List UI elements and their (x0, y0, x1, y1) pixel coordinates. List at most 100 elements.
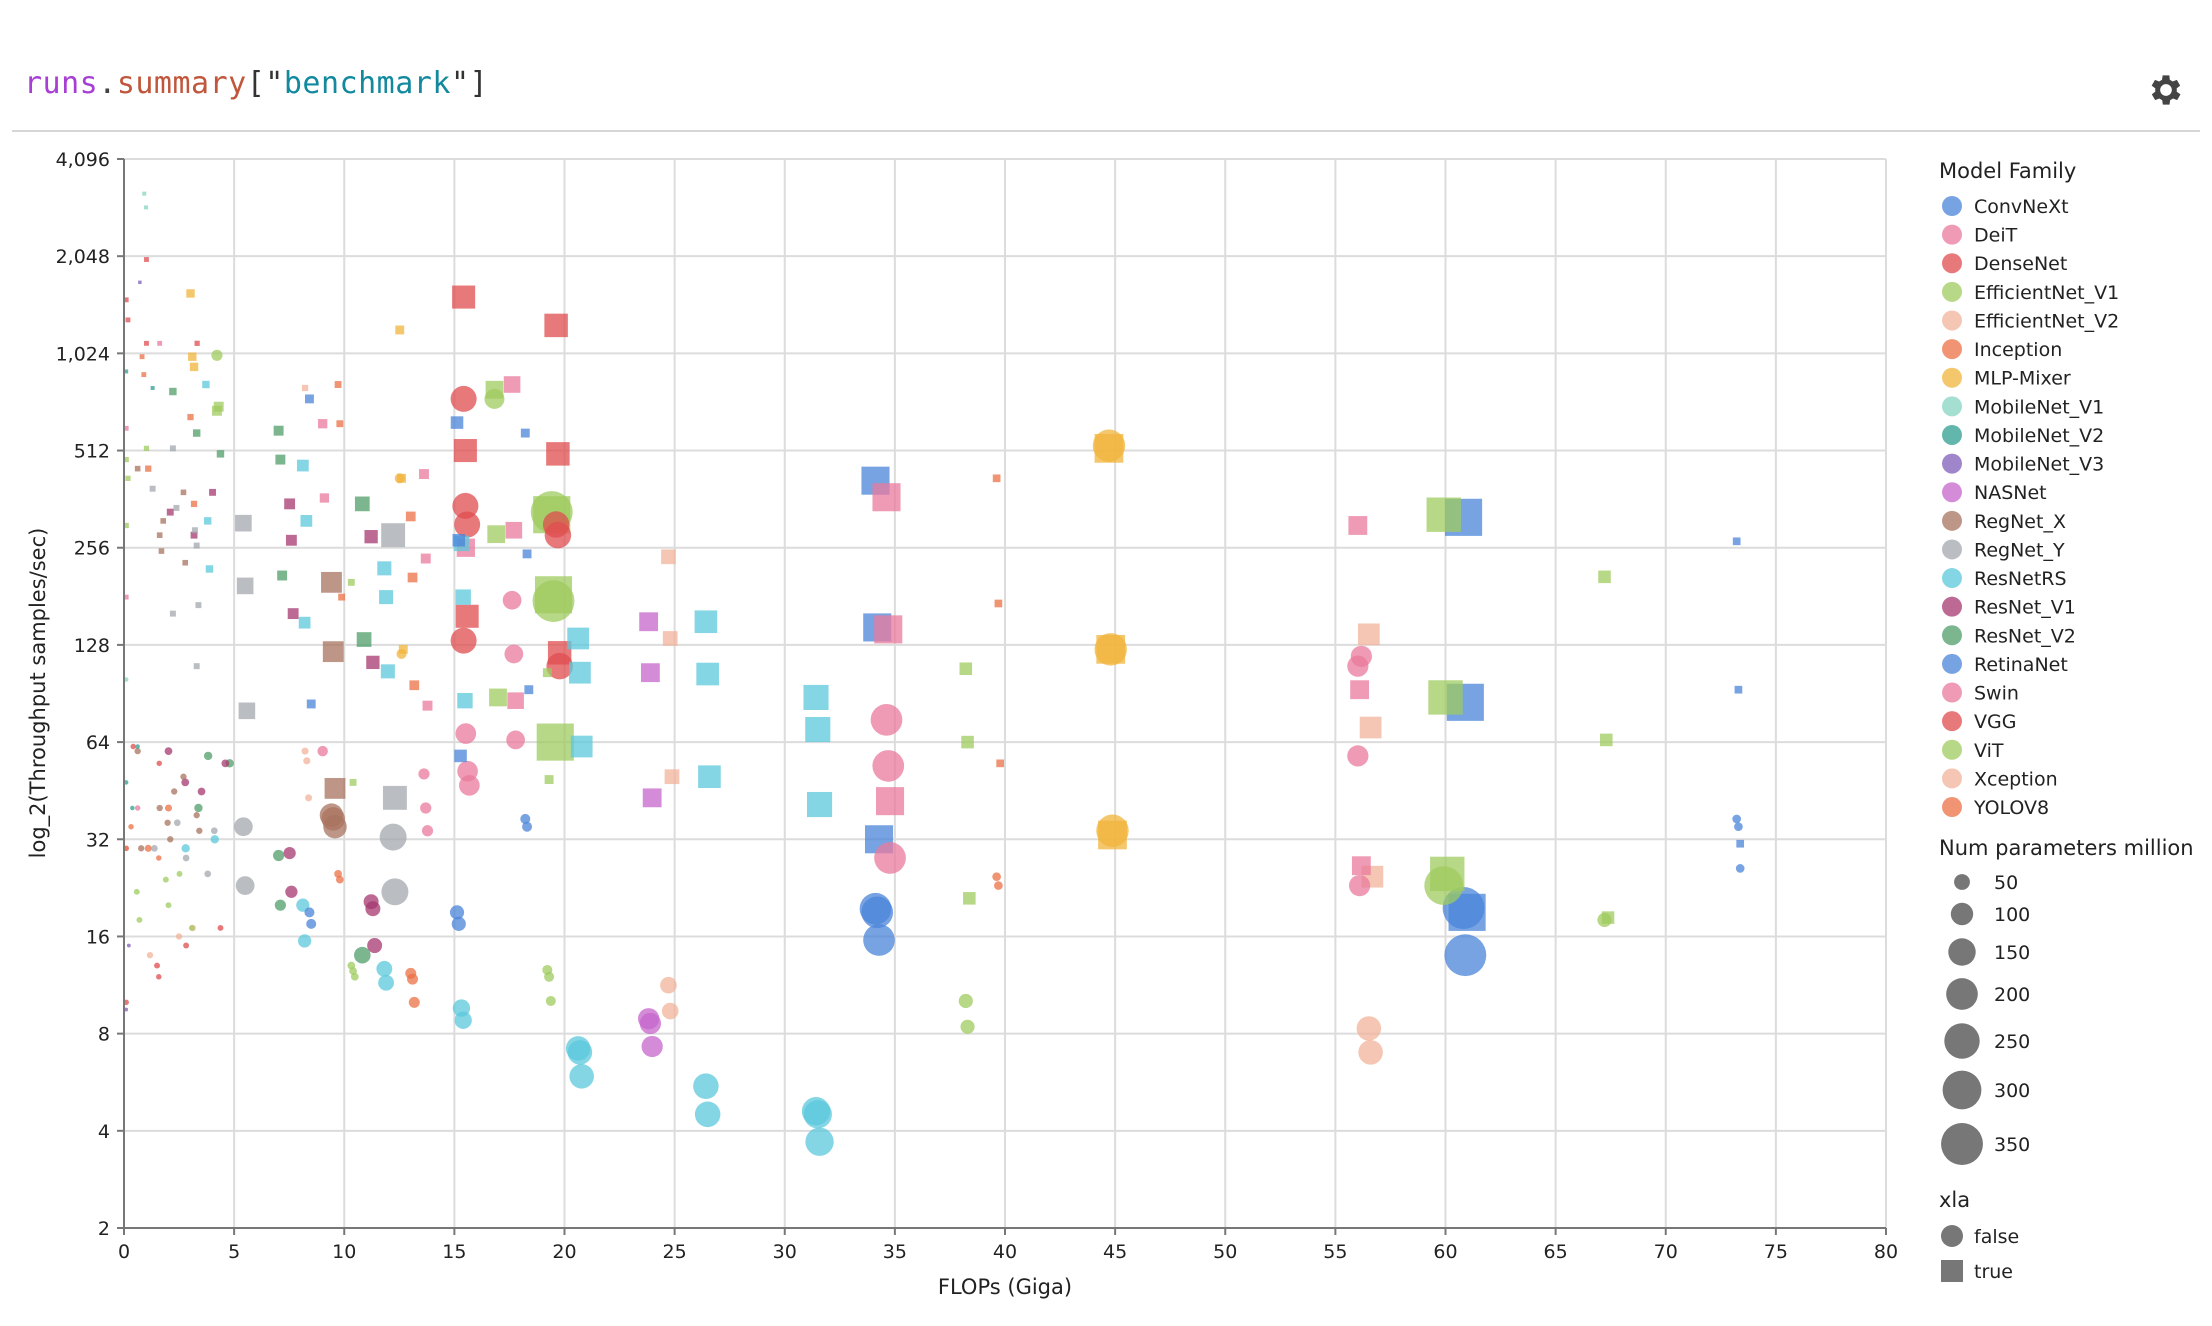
data-point (569, 661, 591, 684)
data-point (546, 652, 573, 680)
legend-item-label: ViT (1974, 740, 2004, 762)
data-point (141, 372, 147, 378)
data-point (1598, 570, 1611, 584)
data-point (143, 445, 150, 451)
data-point (364, 530, 378, 544)
data-point (146, 952, 154, 959)
data-point (213, 401, 224, 412)
legend-swatch-icon (1942, 281, 1962, 302)
data-point (661, 549, 676, 565)
data-point (422, 700, 433, 711)
data-point (203, 517, 212, 525)
data-point (1357, 623, 1380, 646)
data-point (455, 604, 479, 628)
data-point (188, 352, 197, 361)
data-point (169, 387, 177, 396)
data-point (142, 191, 147, 196)
data-point (489, 688, 507, 707)
y-tick-label: 8 (98, 1024, 110, 1046)
data-point (958, 993, 973, 1009)
x-tick-label: 50 (1213, 1241, 1237, 1263)
data-point (296, 459, 309, 472)
y-tick-label: 4 (98, 1121, 110, 1143)
data-point (238, 702, 256, 720)
x-tick-label: 40 (993, 1241, 1017, 1263)
data-point (164, 819, 171, 826)
data-point (136, 916, 143, 923)
legend-swatch-icon (1942, 653, 1962, 674)
legend-item-label: Swin (1974, 683, 2019, 705)
data-point (145, 465, 152, 472)
data-point (319, 493, 330, 503)
data-point (156, 974, 162, 980)
header-divider (12, 130, 2200, 132)
y-tick-label: 2 (98, 1218, 110, 1240)
data-point (963, 892, 976, 905)
size-legend-label: 100 (1994, 904, 2030, 926)
data-point (863, 924, 895, 956)
data-point (992, 872, 1001, 882)
legend-item-label: DenseNet (1974, 253, 2067, 275)
x-tick-label: 15 (442, 1241, 466, 1263)
data-point (130, 805, 135, 811)
legend-swatch-icon (1942, 453, 1962, 474)
y-tick-label: 32 (86, 829, 110, 851)
data-point (144, 340, 149, 346)
size-legend-label: 300 (1994, 1080, 2030, 1102)
data-point (961, 735, 974, 749)
data-point (394, 473, 405, 484)
data-point (195, 602, 202, 609)
data-point (570, 735, 593, 758)
data-point (157, 340, 163, 346)
x-tick-label: 10 (332, 1241, 356, 1263)
data-point (273, 425, 284, 436)
x-tick-label: 30 (773, 1241, 797, 1263)
data-point (123, 297, 129, 303)
legend-swatch-icon (1942, 739, 1962, 760)
data-point (366, 655, 380, 670)
data-point (169, 610, 176, 617)
data-point (1734, 685, 1743, 694)
data-point (277, 570, 288, 581)
data-point (350, 972, 359, 981)
data-point (162, 876, 169, 883)
x-tick-label: 5 (228, 1241, 240, 1263)
data-point (641, 1035, 663, 1058)
data-point (455, 589, 471, 605)
data-point (544, 313, 568, 338)
title-segment: runs (24, 66, 99, 101)
data-point (210, 827, 218, 835)
data-point (156, 804, 163, 812)
y-tick-label: 16 (86, 926, 110, 948)
data-point (181, 778, 190, 787)
data-point (379, 590, 394, 605)
gear-icon[interactable] (2146, 70, 2186, 110)
data-point (661, 1002, 679, 1020)
data-point (546, 442, 570, 466)
data-point (536, 723, 574, 761)
data-point (377, 561, 392, 576)
data-point (336, 420, 344, 428)
legend-swatch-icon (1942, 510, 1962, 531)
data-point (190, 500, 198, 508)
data-point (378, 974, 395, 991)
data-point (287, 608, 299, 620)
data-point (454, 511, 481, 538)
title-segment: "] (450, 66, 489, 101)
data-point (123, 456, 129, 463)
data-point (452, 533, 466, 547)
data-point (1424, 866, 1464, 905)
data-point (1736, 839, 1745, 848)
data-point (151, 844, 158, 852)
data-point (992, 474, 1001, 483)
grid (123, 158, 1887, 1229)
data-point (217, 924, 224, 931)
data-point (803, 1100, 832, 1129)
size-legend-circle-icon (1948, 938, 1976, 966)
data-point (639, 1012, 662, 1035)
data-point (123, 425, 129, 431)
data-point (450, 627, 477, 654)
data-point (194, 803, 203, 813)
data-point (861, 896, 894, 929)
legend-item-label: Inception (1974, 339, 2062, 361)
